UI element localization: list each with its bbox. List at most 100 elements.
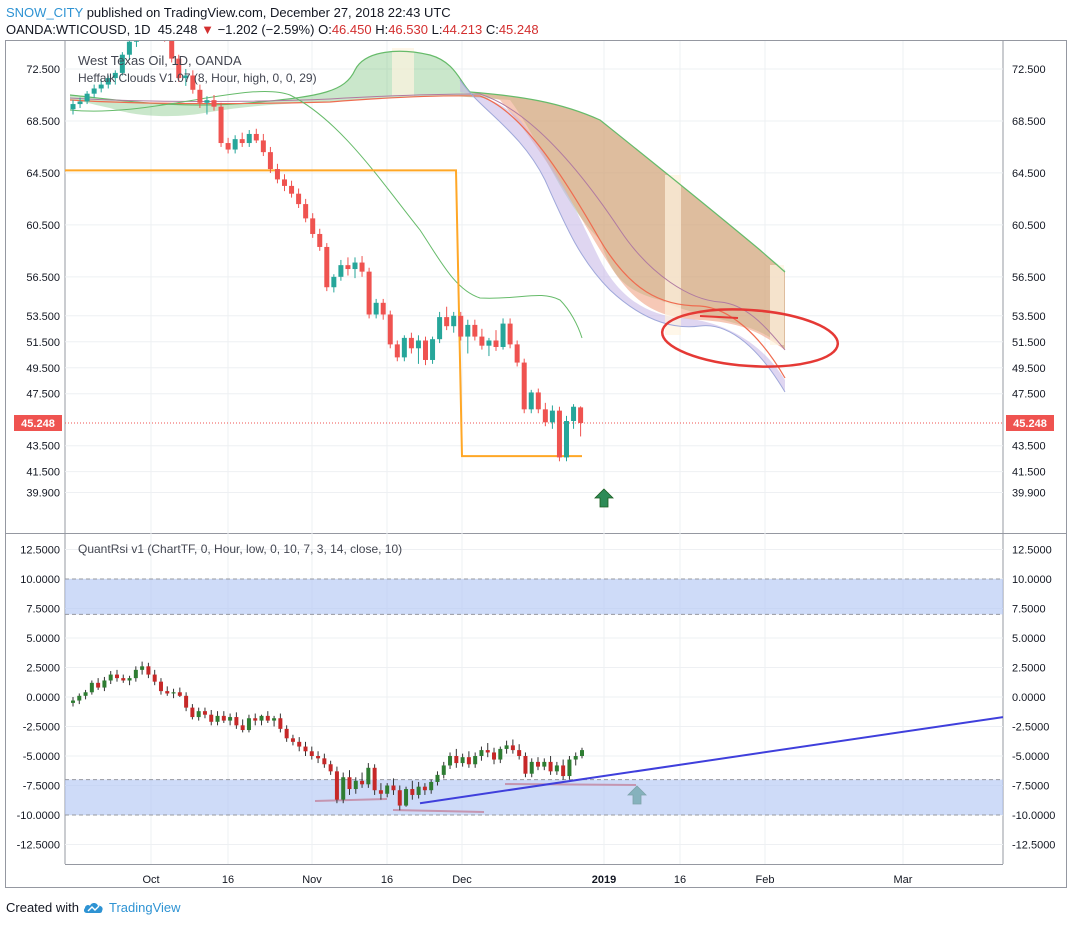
osc-candle-body xyxy=(441,765,446,775)
osc-candle-body xyxy=(580,750,584,756)
osc-candle-body xyxy=(303,746,308,752)
osc-candle-body xyxy=(140,666,145,670)
osc-axis-label-left: 10.0000 xyxy=(20,574,60,586)
osc-candle-body xyxy=(448,756,453,766)
osc-axis-label-left: -12.5000 xyxy=(17,840,60,852)
price-candle-body xyxy=(394,344,400,358)
osc-axis-label-right: -12.5000 xyxy=(1012,840,1055,852)
price-candle-body xyxy=(352,262,358,270)
orange-level-path xyxy=(65,169,582,458)
last-price-tag-left xyxy=(14,415,62,431)
price-candle-body xyxy=(415,340,421,349)
cloud-highlight-3 xyxy=(770,265,784,345)
osc-axis-label-left: -5.0000 xyxy=(23,751,60,763)
osc-candle-body xyxy=(378,790,383,794)
price-candle-body xyxy=(331,276,337,288)
high-value: 46.530 xyxy=(388,22,428,37)
osc-candle-body xyxy=(77,695,82,701)
price-axis-label-right: 51.500 xyxy=(1012,337,1046,349)
osc-candle-body xyxy=(479,750,484,756)
price-candle-body xyxy=(493,340,499,347)
osc-candle-body xyxy=(215,715,220,722)
price-candle-body xyxy=(535,392,541,410)
price-axis-label-right: 56.500 xyxy=(1012,272,1046,284)
cloud-red-line xyxy=(69,95,786,379)
open-value: 46.450 xyxy=(331,22,372,37)
osc-candle-body xyxy=(429,781,434,791)
price-candle-body xyxy=(282,179,287,186)
price-candle-body xyxy=(401,337,407,358)
price-candle-body xyxy=(274,169,280,180)
time-axis-label: Oct xyxy=(142,874,159,886)
osc-candle-body xyxy=(561,765,566,777)
price-axis-label-right: 64.500 xyxy=(1012,168,1046,180)
osc-candle-body xyxy=(127,678,132,681)
time-axis-label: 16 xyxy=(674,874,686,886)
osc-candle-body xyxy=(83,692,88,696)
price-candle-body xyxy=(317,233,323,247)
price-axis-label-left: 60.500 xyxy=(26,220,60,232)
osc-axis-label-right: -7.5000 xyxy=(1012,781,1049,793)
price-candle-body xyxy=(176,58,182,79)
cloud-lavender-fill xyxy=(460,80,785,392)
price-candle-body xyxy=(246,133,252,144)
osc-candle-body xyxy=(221,715,226,721)
time-axis-label: Feb xyxy=(756,874,775,886)
change-value: −1.202 (−2.59%) xyxy=(217,22,315,37)
price-axis-label-right: 41.500 xyxy=(1012,467,1046,479)
price-candles xyxy=(70,41,584,462)
price-candle-body xyxy=(105,78,111,85)
oscillator-band xyxy=(65,579,1003,615)
osc-candle-body xyxy=(265,715,270,721)
osc-candle-body xyxy=(121,678,126,681)
osc-candle-body xyxy=(102,680,107,688)
price-axis-label-left: 56.500 xyxy=(26,272,60,284)
price-candle-body xyxy=(77,101,83,105)
price-candle-body xyxy=(169,41,175,59)
price-candle-body xyxy=(338,265,344,277)
osc-candle-body xyxy=(334,771,339,800)
osc-candle-body xyxy=(397,790,402,806)
price-candle-body xyxy=(380,302,386,315)
price-candle-body xyxy=(521,362,527,410)
open-label: O: xyxy=(318,22,332,37)
price-candle-body xyxy=(465,324,471,337)
osc-candle-body xyxy=(290,738,295,742)
price-candle-body xyxy=(296,193,302,205)
osc-candle-body xyxy=(454,756,459,764)
price-candle-body xyxy=(549,410,555,423)
price-candle-body xyxy=(324,246,330,288)
price-candle-body xyxy=(133,41,139,42)
osc-candle-body xyxy=(228,717,233,721)
osc-candle-body xyxy=(209,714,214,722)
price-candle-body xyxy=(84,93,90,102)
osc-candle-body xyxy=(297,741,302,747)
time-axis-label: Mar xyxy=(894,874,913,886)
osc-candle-body xyxy=(133,669,138,679)
osc-candle-body xyxy=(517,750,522,756)
main-pane-title: West Texas Oil, 1D, OANDA xyxy=(78,53,242,68)
price-candle-body xyxy=(239,139,245,144)
price-candle-body xyxy=(578,407,584,423)
time-axis-label: 2019 xyxy=(592,874,616,886)
time-axis-label: Nov xyxy=(302,874,322,886)
tradingview-cloud-icon xyxy=(83,902,103,913)
price-axis-label-right: 39.900 xyxy=(1012,487,1046,499)
osc-candle-body xyxy=(259,715,264,721)
author-link[interactable]: SNOW_CITY xyxy=(6,5,84,20)
annotations xyxy=(314,308,840,813)
annotation-ellipse xyxy=(660,308,840,368)
price-candle-body xyxy=(253,133,259,141)
osc-axis-label-left: -7.5000 xyxy=(23,781,60,793)
price-candle-body xyxy=(514,344,520,363)
low-value: 44.213 xyxy=(442,22,483,37)
osc-candle-body xyxy=(165,691,170,694)
header-line-1: SNOW_CITY published on TradingView.com, … xyxy=(6,5,451,20)
tradingview-link[interactable]: TradingView xyxy=(108,900,181,915)
price-axis-label-left: 47.500 xyxy=(26,389,60,401)
osc-candle-body xyxy=(146,666,151,675)
osc-axis-label-right: 12.5000 xyxy=(1012,545,1052,557)
price-candle-body xyxy=(267,152,273,170)
osc-candle-body xyxy=(366,767,371,785)
